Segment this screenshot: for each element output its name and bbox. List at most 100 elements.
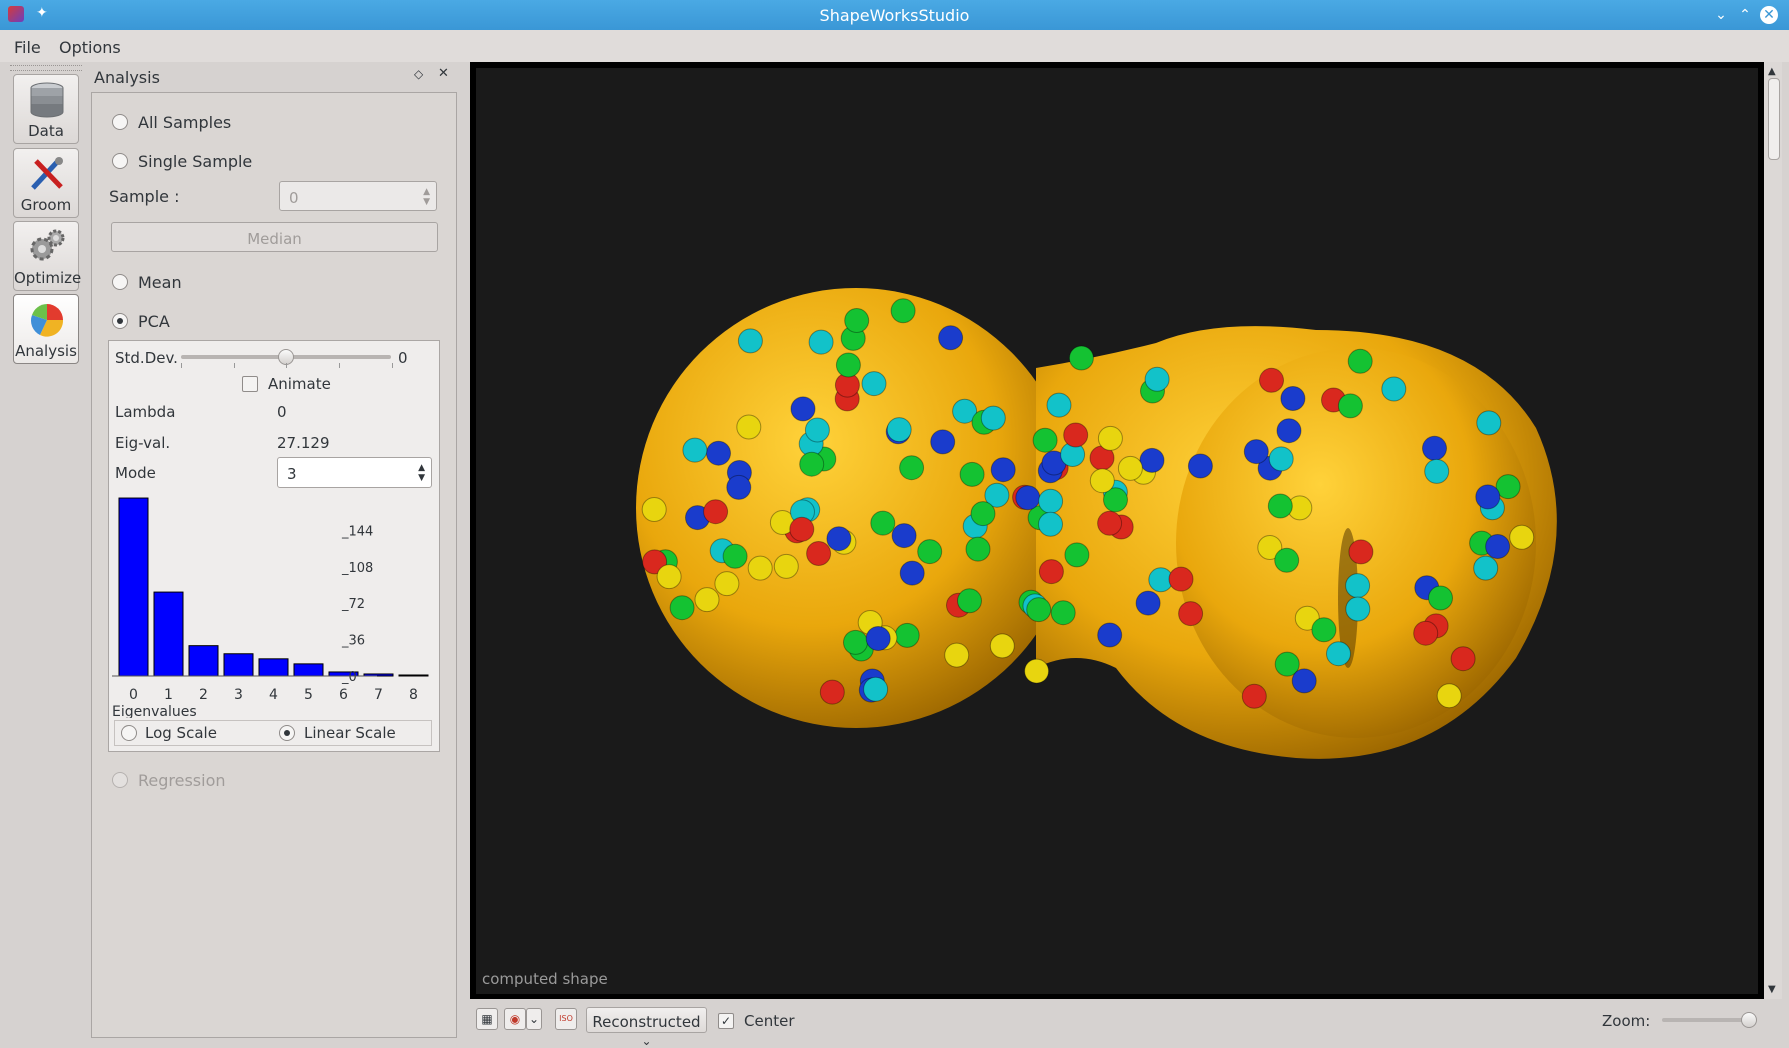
particle-sphere: [714, 571, 740, 597]
sample-spinbox[interactable]: 0 ▲ ▼: [279, 181, 437, 211]
particle-sphere: [1347, 348, 1373, 374]
animate-checkbox[interactable]: [242, 376, 258, 392]
std-dev-label: Std.Dev.: [115, 349, 178, 367]
particle-sphere: [694, 587, 720, 613]
particle-sphere: [1038, 511, 1063, 537]
center-label[interactable]: Center: [744, 1012, 795, 1030]
render-viewport[interactable]: computed shape: [476, 68, 1758, 994]
regression-label[interactable]: Regression: [138, 771, 226, 790]
pie-chart-icon: [30, 304, 64, 337]
pca-radio[interactable]: [112, 313, 128, 329]
particle-sphere: [1413, 620, 1439, 646]
close-panel-icon[interactable]: ✕: [438, 66, 449, 81]
particle-sphere: [1024, 658, 1050, 684]
particle-sphere: [747, 555, 773, 581]
spin-down-icon[interactable]: ▼: [423, 197, 430, 207]
particle-sphere: [641, 497, 667, 522]
viewer-scrollbar[interactable]: ▲ ▼: [1764, 62, 1782, 999]
particle-sphere: [861, 371, 887, 397]
median-button-label: Median: [247, 230, 302, 248]
particle-sphere: [980, 405, 1006, 431]
close-icon[interactable]: ✕: [1760, 6, 1778, 24]
spin-up-icon[interactable]: ▲: [423, 187, 430, 197]
y-tick-label: _72: [341, 597, 365, 612]
particle-sphere: [891, 523, 917, 549]
particle-sphere: [1032, 427, 1058, 453]
x-tick-label: 1: [164, 687, 173, 703]
all-samples-label[interactable]: All Samples: [138, 113, 232, 132]
menu-options[interactable]: Options: [59, 38, 121, 57]
linear-scale-label[interactable]: Linear Scale: [304, 724, 396, 742]
particle-sphere: [957, 588, 982, 614]
particle-sphere: [1274, 547, 1300, 573]
float-panel-icon[interactable]: ◇: [414, 67, 424, 81]
data-tool-label: Data: [28, 122, 64, 140]
scrollbar-thumb[interactable]: [1768, 78, 1780, 160]
eigenvalue-bar: [188, 645, 219, 677]
particle-sphere: [899, 455, 925, 481]
minimize-icon[interactable]: ⌄: [1715, 7, 1727, 23]
particle-sphere: [726, 474, 752, 500]
particle-sphere: [930, 429, 956, 455]
pin-icon[interactable]: ✦: [36, 5, 48, 21]
animate-label[interactable]: Animate: [268, 375, 331, 393]
particle-sphere: [959, 461, 985, 487]
linear-scale-radio[interactable]: [279, 725, 295, 741]
shape-render[interactable]: [476, 68, 1758, 994]
visibility-icon[interactable]: ◉: [504, 1008, 526, 1030]
particle-sphere: [1103, 487, 1128, 513]
zoom-slider-handle[interactable]: [1741, 1012, 1757, 1028]
center-checkbox[interactable]: ✓: [718, 1013, 734, 1029]
particle-sphere: [642, 549, 668, 575]
particle-sphere: [944, 642, 970, 668]
particle-sphere: [894, 622, 920, 648]
log-scale-radio[interactable]: [121, 725, 137, 741]
zoom-slider-track[interactable]: [1662, 1018, 1750, 1022]
visibility-dropdown-icon[interactable]: ⌄: [526, 1008, 542, 1030]
iso-surface-icon[interactable]: ISO: [555, 1008, 577, 1030]
single-sample-label[interactable]: Single Sample: [138, 152, 253, 171]
maximize-icon[interactable]: ⌃: [1739, 7, 1751, 23]
scroll-up-icon[interactable]: ▲: [1768, 66, 1776, 77]
all-samples-radio[interactable]: [112, 114, 128, 130]
eigenvalue-chart: 0 1 2 3 4 5 6 7 8 _144 _108 _72 _36 _0 Eigenvalues: [112, 497, 429, 718]
particle-sphere: [1038, 488, 1064, 514]
database-icon: [30, 82, 64, 118]
groom-tools-icon: [31, 157, 63, 190]
fit-view-icon[interactable]: ▦: [476, 1008, 498, 1030]
optimize-tool-button[interactable]: Optimize: [13, 221, 81, 291]
mode-down-icon[interactable]: ▼: [418, 473, 425, 483]
log-scale-label[interactable]: Log Scale: [145, 724, 217, 742]
single-sample-radio[interactable]: [112, 153, 128, 169]
particle-sphere: [1291, 668, 1317, 694]
mean-radio[interactable]: [112, 274, 128, 290]
particle-sphere: [1135, 590, 1161, 616]
pca-label[interactable]: PCA: [138, 312, 170, 331]
particle-sphere: [1243, 439, 1269, 465]
particle-sphere: [1139, 447, 1165, 473]
mode-spinbox[interactable]: 3 ▲ ▼: [277, 457, 432, 488]
median-button[interactable]: Median: [111, 222, 438, 252]
particle-sphere: [863, 676, 889, 702]
data-tool-button[interactable]: Data: [13, 74, 79, 144]
chevron-down-icon: ⌄: [641, 1034, 652, 1048]
particle-sphere: [703, 499, 729, 525]
x-tick-label: 2: [199, 687, 208, 703]
view-mode-dropdown[interactable]: Reconstructed ⌄: [586, 1007, 707, 1048]
mean-label[interactable]: Mean: [138, 273, 182, 292]
menu-file[interactable]: File: [14, 38, 41, 57]
particle-sphere: [1424, 458, 1450, 484]
particle-sphere: [835, 352, 861, 378]
groom-tool-button[interactable]: Groom: [13, 148, 79, 218]
x-tick-label: 6: [339, 687, 348, 703]
particle-sphere: [886, 417, 912, 443]
particle-sphere: [1495, 474, 1521, 500]
particle-sphere: [1259, 367, 1284, 393]
sample-value: 0: [289, 189, 299, 207]
scroll-down-icon[interactable]: ▼: [1768, 984, 1776, 995]
analysis-tool-button[interactable]: Analysis: [13, 294, 79, 364]
particle-sphere: [1473, 555, 1499, 581]
regression-radio[interactable]: [112, 772, 128, 788]
mode-up-icon[interactable]: ▲: [418, 463, 425, 473]
toolbar-grip[interactable]: [10, 65, 82, 71]
